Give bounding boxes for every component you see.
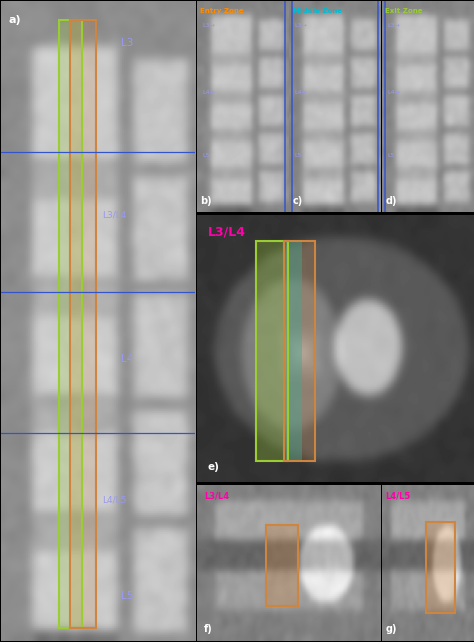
Bar — [266, 525, 298, 607]
Bar — [426, 523, 455, 612]
Bar — [256, 241, 288, 461]
Bar — [283, 241, 315, 461]
Text: L3→: L3→ — [202, 22, 215, 28]
Text: g): g) — [385, 625, 397, 634]
Text: L3: L3 — [121, 38, 134, 48]
Text: d): d) — [385, 196, 397, 205]
Bar — [426, 523, 455, 612]
Text: Middle Zone: Middle Zone — [293, 8, 342, 13]
Text: Exit Zone: Exit Zone — [385, 8, 423, 13]
Text: L4: L4 — [121, 354, 134, 365]
Text: L3/L4: L3/L4 — [204, 491, 229, 500]
Bar — [256, 241, 288, 461]
Bar — [70, 21, 96, 628]
Bar — [283, 241, 315, 461]
Bar — [59, 21, 82, 628]
Text: L3/L4: L3/L4 — [208, 225, 246, 238]
Text: L4/L5: L4/L5 — [102, 496, 126, 505]
Text: L5: L5 — [202, 153, 210, 158]
Text: b): b) — [200, 196, 212, 205]
Text: c): c) — [293, 196, 303, 205]
Text: L3/L4: L3/L4 — [102, 211, 126, 220]
Text: L4/L5: L4/L5 — [385, 491, 410, 500]
Text: L4→: L4→ — [387, 90, 400, 95]
Text: L3→: L3→ — [295, 22, 308, 28]
Text: f): f) — [204, 625, 213, 634]
Bar — [59, 21, 82, 628]
Text: L5: L5 — [121, 591, 134, 601]
Text: a): a) — [9, 15, 21, 25]
Text: L3→: L3→ — [387, 22, 400, 28]
Bar — [70, 21, 96, 628]
Text: L5: L5 — [387, 153, 395, 158]
Bar — [286, 241, 301, 461]
Text: e): e) — [208, 462, 219, 472]
Text: L4→: L4→ — [295, 90, 308, 95]
Text: L5: L5 — [295, 153, 302, 158]
Bar — [266, 525, 298, 607]
Text: Entry Zone: Entry Zone — [200, 8, 244, 13]
Text: L4→: L4→ — [202, 90, 215, 95]
